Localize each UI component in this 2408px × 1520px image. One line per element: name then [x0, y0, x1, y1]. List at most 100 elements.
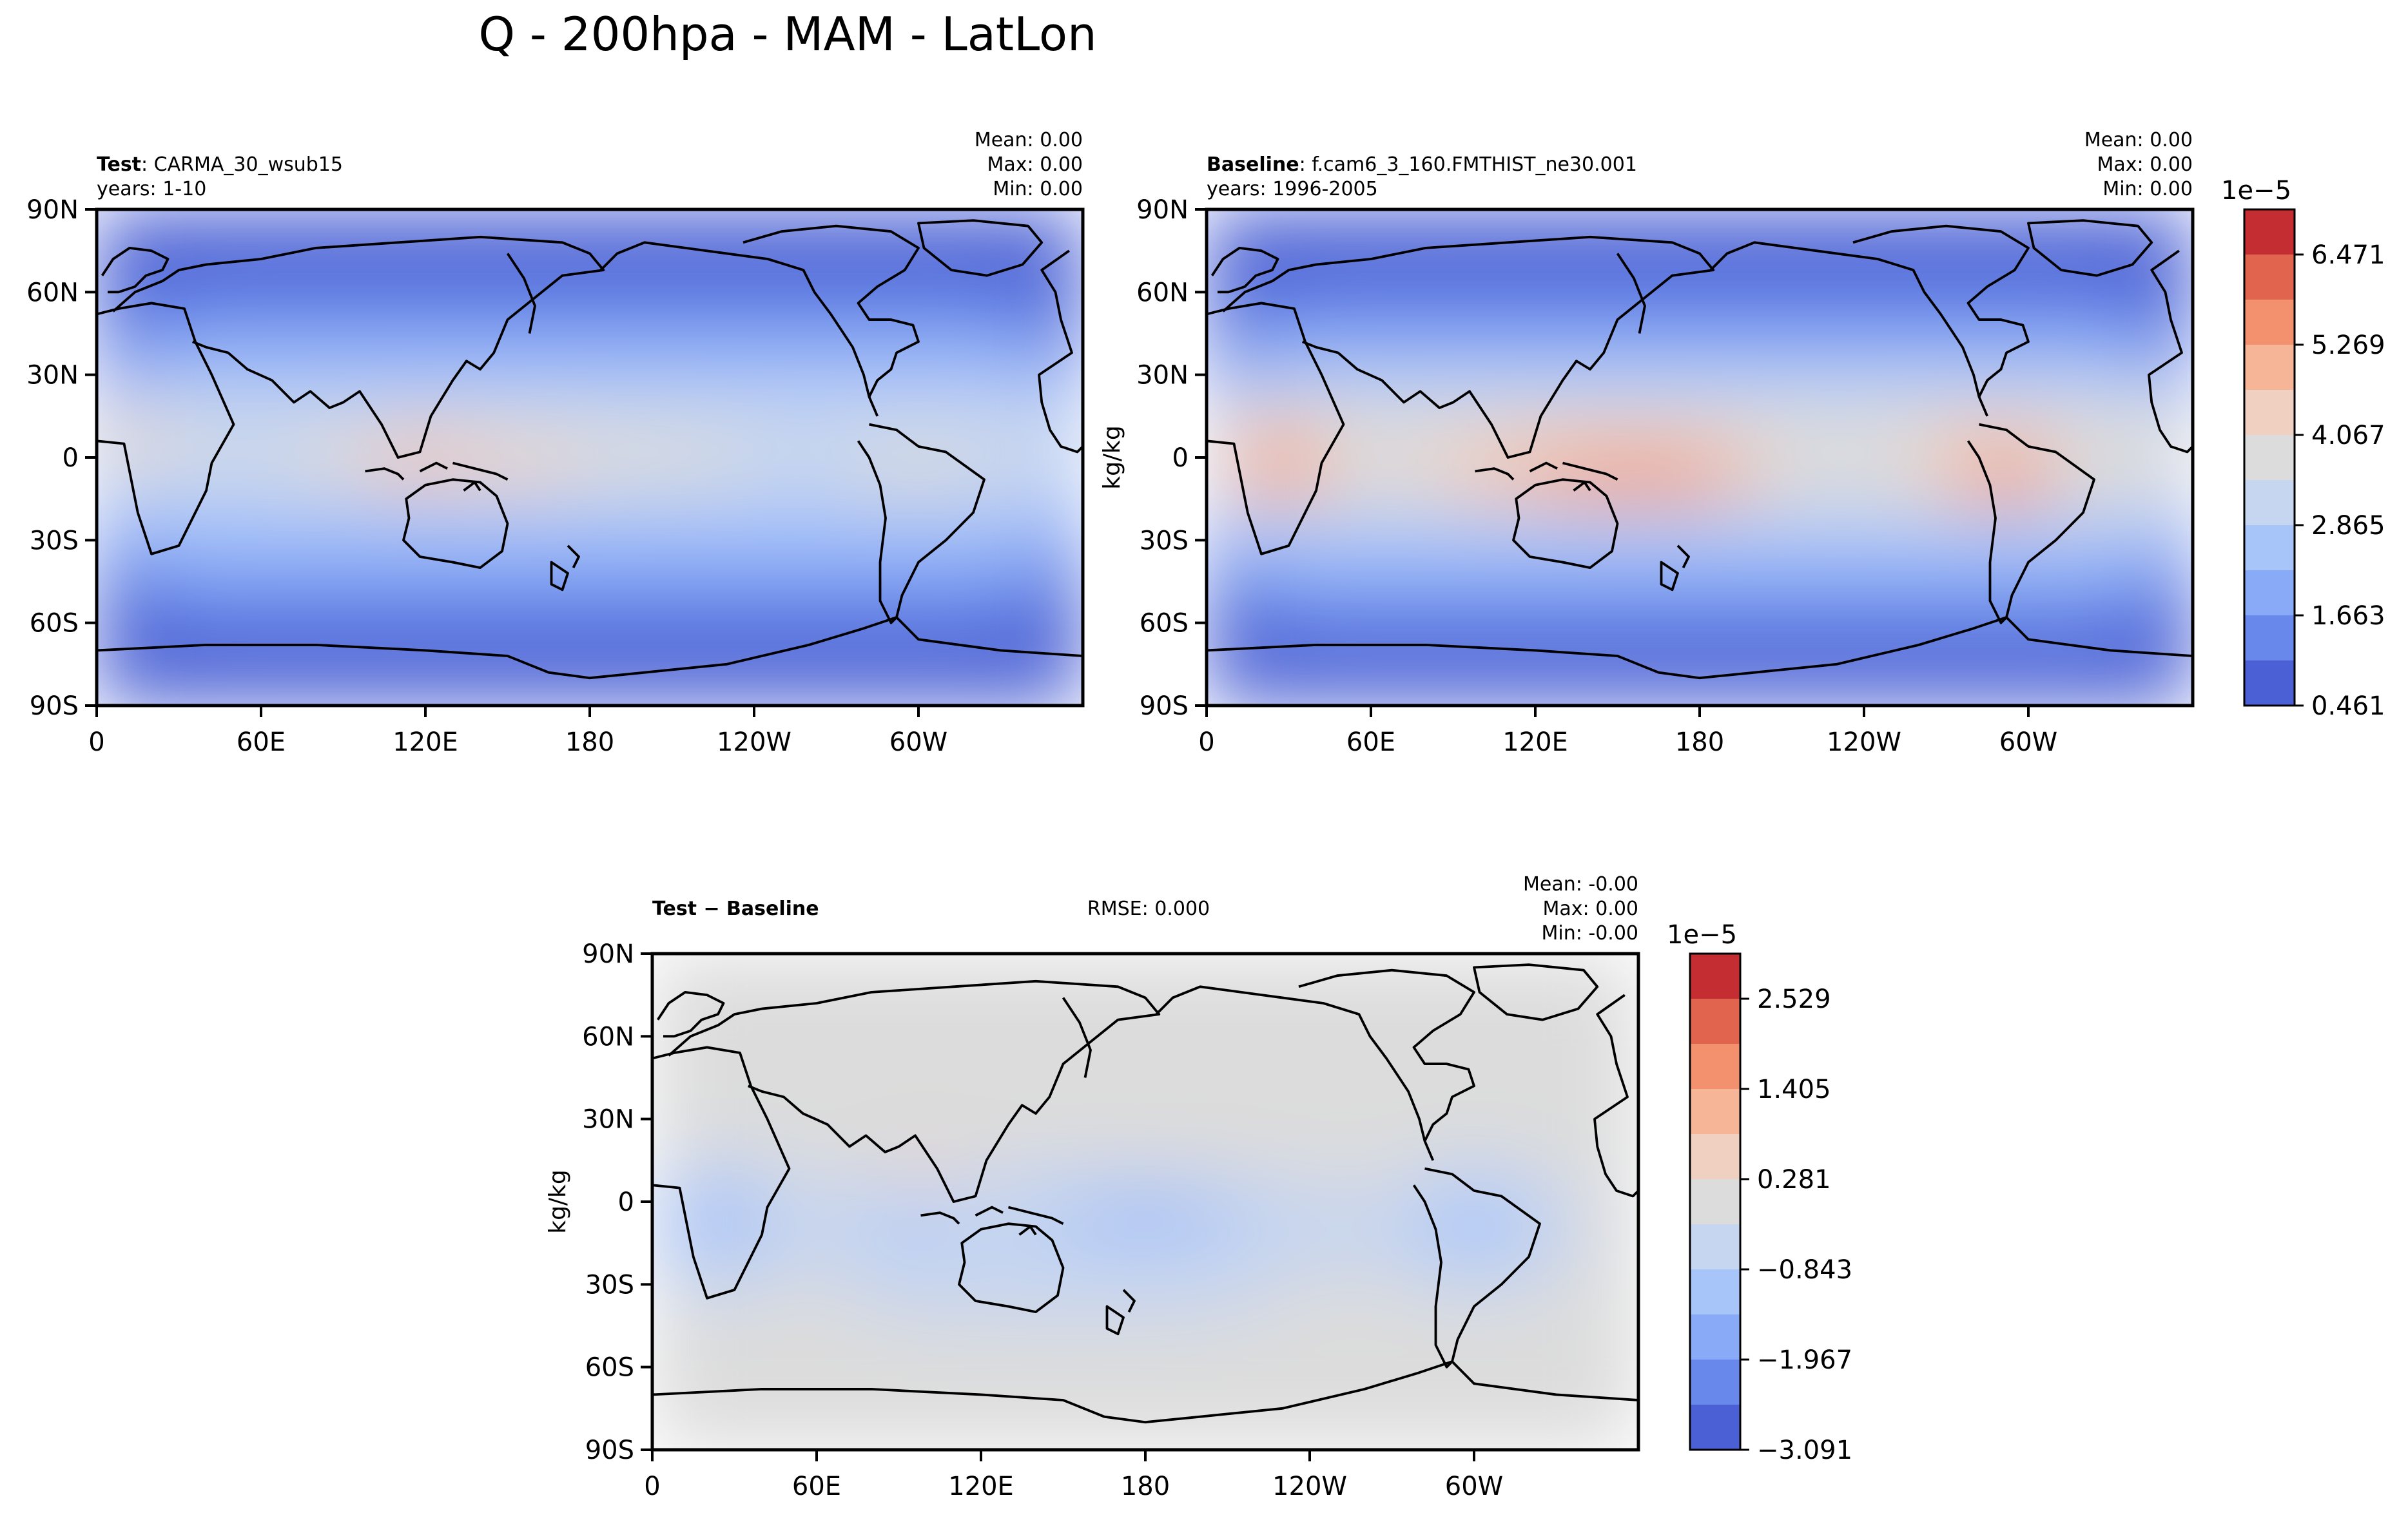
diff-stat: Min: -0.00 — [1542, 922, 1639, 945]
baseline-colorbar-label: 4.067 — [2311, 421, 2385, 450]
baseline-colorbar-label: 2.865 — [2311, 511, 2385, 541]
test-stat: Mean: 0.00 — [975, 129, 1083, 151]
test-map — [97, 209, 1083, 706]
baseline-xtick-label: 180 — [1675, 727, 1724, 757]
baseline-colorbar-bin — [2244, 300, 2295, 345]
diff-xtick-label: 60E — [792, 1472, 841, 1501]
baseline-xtick-label: 60E — [1346, 727, 1395, 757]
baseline-xtick-label: 120E — [1502, 727, 1568, 757]
diff-colorbar-frame — [1689, 952, 1742, 1451]
diff-ytick-label: 90S — [585, 1436, 634, 1465]
diff-xtick-label: 120W — [1272, 1472, 1347, 1501]
baseline-ytick-label: 90N — [1136, 195, 1189, 225]
baseline-stat: Mean: 0.00 — [2084, 129, 2193, 151]
baseline-colorbar-label: 1.663 — [2311, 601, 2385, 631]
diff-colorbar-label: 2.529 — [1757, 985, 1831, 1014]
test-case-name: : CARMA_30_wsub15 — [141, 153, 343, 176]
diff-colorbar-bin — [1690, 1405, 1740, 1450]
test-stat: Max: 0.00 — [987, 153, 1083, 176]
baseline-case-name: : f.cam6_3_160.FMTHIST_ne30.001 — [1299, 153, 1637, 176]
test-ytick-label: 90N — [26, 195, 79, 225]
baseline-years: years: 1996-2005 — [1207, 178, 1378, 200]
baseline-colorbar-exponent: 1e−5 — [2221, 176, 2291, 206]
baseline-colorbar-bin — [2244, 660, 2295, 706]
diff-ytick-label: 30N — [582, 1105, 634, 1135]
diff-case-bold: Test − Baseline — [652, 898, 819, 920]
diff-ytick-label: 30S — [585, 1270, 634, 1300]
diff-colorbar-label: 1.405 — [1757, 1075, 1831, 1104]
diff-ytick-label: 90N — [582, 939, 634, 969]
diff-xtick-label: 180 — [1121, 1472, 1170, 1501]
diff-colorbar-bin — [1690, 1089, 1740, 1135]
diff-colorbar-label: 0.281 — [1757, 1165, 1831, 1195]
baseline-colorbar-label: 6.471 — [2311, 240, 2385, 270]
panel-baseline: 0 60E 120E 180 120W 60W 90N 60N 30N 0 30S 60S 90S Bas… — [1099, 129, 2385, 757]
baseline-colorbar-bin — [2244, 390, 2295, 436]
test-xtick-label: 60E — [237, 727, 286, 757]
diff-field — [652, 954, 1638, 1450]
baseline-colorbar-bin — [2244, 255, 2295, 300]
diff-xtick-label: 0 — [644, 1472, 660, 1501]
diff-colorbar-bin — [1690, 954, 1740, 999]
baseline-stat: Max: 0.00 — [2097, 153, 2193, 176]
diff-colorbar-bin — [1690, 1314, 1740, 1360]
baseline-xtick-label: 60W — [1999, 727, 2057, 757]
baseline-ytick-label: 30S — [1140, 526, 1189, 555]
diff-colorbar-label: −1.967 — [1757, 1345, 1852, 1375]
test-case-bold: Test — [97, 153, 141, 176]
baseline-stat: Min: 0.00 — [2102, 178, 2193, 200]
diff-ylabel: kg/kg — [545, 1169, 571, 1234]
baseline-ytick-label: 60N — [1136, 278, 1189, 307]
baseline-colorbar-frame — [2243, 208, 2296, 707]
baseline-colorbar-bin — [2244, 615, 2295, 661]
diff-colorbar-label: −3.091 — [1757, 1436, 1852, 1465]
baseline-xtick-label: 120W — [1827, 727, 1901, 757]
figure-title: Q - 200hpa - MAM - LatLon — [478, 7, 1096, 61]
test-ytick-label: 90S — [30, 691, 79, 721]
baseline-ytick-label: 60S — [1140, 609, 1189, 639]
panel-diff: 0 60E 120E 180 120W 60W 90N 60N 30N 0 30S 60S 90S Tes… — [545, 873, 1852, 1501]
baseline-map — [1207, 209, 2193, 706]
diff-case-label: Test − Baseline — [652, 898, 819, 920]
test-years: years: 1-10 — [97, 178, 206, 200]
baseline-ytick-label: 0 — [1172, 443, 1189, 473]
baseline-ytick-label: 30N — [1136, 361, 1189, 390]
baseline-colorbar-bin — [2244, 480, 2295, 526]
baseline-colorbar-bin — [2244, 209, 2295, 255]
baseline-colorbar-bin — [2244, 570, 2295, 616]
test-xtick-label: 120W — [717, 727, 791, 757]
baseline-ytick-label: 90S — [1140, 691, 1189, 721]
diff-ytick-label: 60N — [582, 1022, 634, 1052]
diff-rmse: RMSE: 0.000 — [1087, 898, 1210, 920]
test-stat: Min: 0.00 — [993, 178, 1083, 200]
diff-colorbar-bin — [1690, 1179, 1740, 1225]
diff-colorbar-label: −0.843 — [1757, 1255, 1852, 1285]
diff-xtick-label: 60W — [1445, 1472, 1503, 1501]
test-case-label: Test: CARMA_30_wsub15 — [97, 153, 343, 176]
baseline-field — [1207, 209, 2193, 706]
diff-colorbar-bin — [1690, 1360, 1740, 1405]
baseline-case-bold: Baseline — [1207, 153, 1299, 176]
test-ytick-label: 30S — [30, 526, 79, 555]
diff-stat: Max: 0.00 — [1543, 898, 1638, 920]
diff-map — [652, 954, 1638, 1450]
diff-colorbar-exponent: 1e−5 — [1667, 920, 1737, 950]
panel-test: 0 60E 120E 180 120W 60W 90N 60N 30N 0 30S 60S 90S Tes… — [26, 129, 1085, 757]
diff-colorbar-bin — [1690, 999, 1740, 1044]
baseline-colorbar-label: 0.461 — [2311, 691, 2385, 721]
baseline-colorbar-bin — [2244, 435, 2295, 481]
baseline-ylabel: kg/kg — [1099, 425, 1125, 490]
baseline-case-label: Baseline: f.cam6_3_160.FMTHIST_ne30.001 — [1207, 153, 1637, 176]
test-xtick-label: 180 — [565, 727, 614, 757]
test-ytick-label: 60S — [30, 609, 79, 639]
test-ytick-label: 30N — [26, 361, 79, 390]
diff-ytick-label: 60S — [585, 1353, 634, 1383]
test-xtick-label: 60W — [889, 727, 947, 757]
diff-xtick-label: 120E — [948, 1472, 1014, 1501]
test-xtick-label: 120E — [393, 727, 458, 757]
test-ytick-label: 60N — [26, 278, 79, 307]
test-field — [97, 209, 1083, 706]
diff-ytick-label: 0 — [618, 1188, 634, 1217]
diff-colorbar-bin — [1690, 1044, 1740, 1090]
